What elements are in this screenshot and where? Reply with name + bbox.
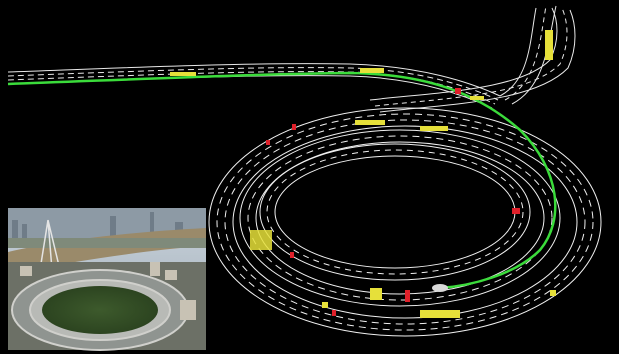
spiral [208,107,602,337]
ramps [369,5,576,113]
ego-vehicle [432,284,448,292]
vehicles [170,30,556,318]
inset-photo [8,208,206,351]
obstacles [266,88,520,316]
planned-path [7,71,557,290]
